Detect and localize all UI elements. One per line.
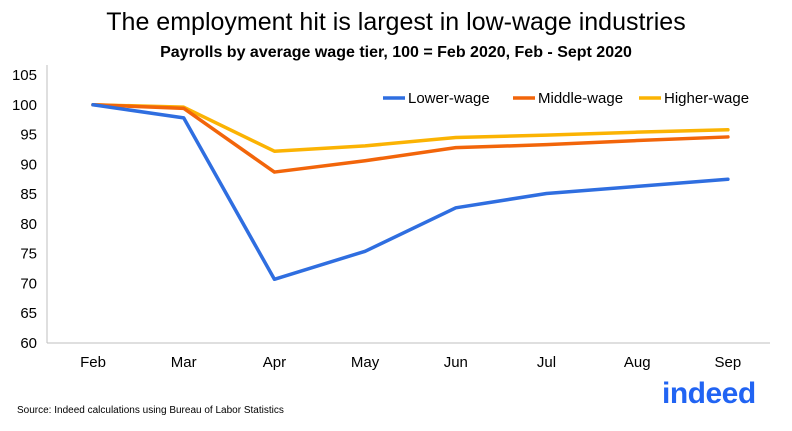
y-tick-label: 100	[12, 97, 37, 114]
source-note: Source: Indeed calculations using Bureau…	[17, 405, 284, 416]
chart-subtitle: Payrolls by average wage tier, 100 = Feb…	[160, 44, 632, 61]
x-tick-label: Jun	[444, 354, 468, 371]
series-line-middle-wage	[91, 103, 730, 174]
legend-label-middle-wage: Middle-wage	[538, 90, 623, 107]
x-tick-label: Aug	[624, 354, 651, 371]
x-tick-label: Apr	[263, 354, 286, 371]
y-tick-label: 90	[20, 156, 37, 173]
y-tick-label: 85	[20, 186, 37, 203]
x-tick-label: Feb	[80, 354, 106, 371]
y-tick-label: 105	[12, 67, 37, 84]
x-tick-label: Jul	[537, 354, 556, 371]
x-tick-label: Mar	[171, 354, 197, 371]
legend-label-lower-wage: Lower-wage	[408, 90, 490, 107]
y-tick-label: 75	[20, 246, 37, 263]
y-tick-label: 70	[20, 275, 37, 292]
indeed-logo: indeed	[662, 377, 756, 410]
series-line-higher-wage	[91, 103, 730, 153]
x-tick-label: May	[351, 354, 380, 371]
y-tick-label: 60	[20, 335, 37, 352]
series-line-lower-wage	[91, 103, 730, 282]
legend-label-higher-wage: Higher-wage	[664, 90, 749, 107]
y-tick-label: 80	[20, 216, 37, 233]
x-tick-label: Sep	[715, 354, 742, 371]
chart-title: The employment hit is largest in low-wag…	[106, 8, 686, 36]
y-tick-label: 95	[20, 127, 37, 144]
y-tick-label: 65	[20, 305, 37, 322]
